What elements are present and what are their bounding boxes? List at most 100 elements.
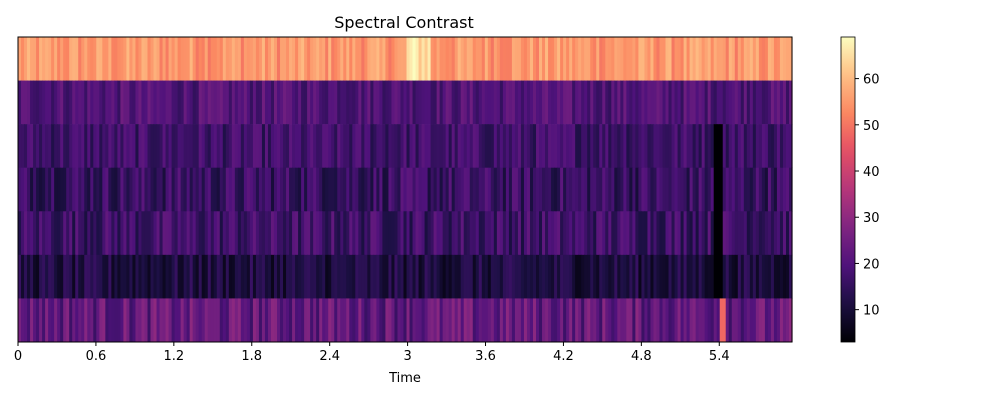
heatmap-cell [337, 254, 341, 299]
heatmap-cell [18, 124, 22, 169]
heatmap-cell [406, 124, 411, 169]
heatmap-cell [563, 124, 567, 169]
heatmap-cell [542, 37, 546, 81]
heatmap-cell [195, 124, 200, 169]
heatmap-cell [629, 254, 633, 299]
heatmap-cell [307, 37, 311, 81]
heatmap-cell [346, 167, 350, 212]
heatmap-cell [316, 254, 320, 299]
heatmap-cell [388, 124, 393, 169]
heatmap-cell [349, 124, 353, 169]
heatmap-cell [234, 80, 239, 125]
heatmap-cell [117, 254, 121, 299]
heatmap-cell [493, 298, 498, 343]
heatmap-cell [18, 167, 22, 212]
heatmap-cell [569, 80, 573, 125]
heatmap-cell [548, 167, 552, 212]
heatmap-cell [734, 37, 739, 81]
heatmap-cell [686, 211, 691, 256]
heatmap-cell [192, 124, 197, 169]
heatmap-cell [105, 254, 109, 299]
heatmap-cell [517, 124, 522, 169]
heatmap-cell [692, 167, 697, 212]
heatmap-cell [590, 167, 594, 212]
heatmap-cell [707, 167, 712, 212]
heatmap-cell [123, 298, 128, 343]
heatmap-cell [48, 211, 52, 256]
heatmap-cell [620, 37, 624, 81]
heatmap-cell [286, 211, 290, 256]
heatmap-cell [611, 211, 615, 256]
heatmap-cell [511, 37, 516, 81]
heatmap-cell [463, 167, 468, 212]
heatmap-cell [442, 124, 447, 169]
heatmap-cell [424, 80, 429, 125]
heatmap-cell [623, 124, 627, 169]
heatmap-cell [75, 254, 79, 299]
heatmap-cell [433, 37, 438, 81]
heatmap-cell [310, 37, 314, 81]
heatmap-cell [45, 211, 49, 256]
heatmap-cell [439, 211, 444, 256]
heatmap-cell [90, 298, 94, 343]
heatmap-cell [400, 298, 405, 343]
heatmap-cell [60, 298, 64, 343]
heatmap-cell [620, 124, 624, 169]
heatmap-cell [27, 298, 31, 343]
heatmap-cell [755, 211, 760, 256]
heatmap-cell [454, 37, 459, 81]
heatmap-cell [102, 37, 106, 81]
heatmap-cell [120, 211, 125, 256]
heatmap-cell [177, 254, 182, 299]
heatmap-cell [542, 298, 546, 343]
heatmap-cell [189, 37, 194, 81]
heatmap-cell [171, 37, 176, 81]
heatmap-cell [677, 37, 682, 81]
heatmap-cell [210, 124, 215, 169]
heatmap-cell [785, 211, 790, 256]
heatmap-cell [701, 254, 706, 299]
heatmap-cell [60, 254, 64, 299]
heatmap-cell [33, 167, 37, 212]
heatmap-cell [707, 37, 712, 81]
heatmap-cell [123, 124, 128, 169]
heatmap-cell [231, 167, 236, 212]
heatmap-cell [373, 298, 377, 343]
heatmap-cell [63, 298, 67, 343]
heatmap-cell [298, 80, 302, 125]
heatmap-cell [382, 298, 387, 343]
heatmap-cell [394, 298, 399, 343]
heatmap-cell [478, 254, 483, 299]
heatmap-cell [563, 37, 567, 81]
heatmap-cell [767, 167, 772, 212]
heatmap-cell [373, 80, 377, 125]
heatmap-cell [397, 80, 402, 125]
heatmap-cell [135, 167, 140, 212]
heatmap-cell [219, 80, 224, 125]
heatmap-cell [51, 80, 55, 125]
heatmap-cell [403, 124, 408, 169]
heatmap-cell [782, 254, 787, 299]
heatmap-cell [608, 37, 612, 81]
heatmap-cell [493, 37, 498, 81]
heatmap-cell [195, 254, 200, 299]
heatmap-cell [337, 80, 341, 125]
heatmap-cell [75, 37, 79, 81]
heatmap-cell [343, 298, 347, 343]
heatmap-cell [132, 80, 137, 125]
heatmap-cell [635, 167, 639, 212]
heatmap-cell [165, 254, 170, 299]
x-tick-label: 1.8 [241, 349, 262, 364]
heatmap-cell [39, 80, 43, 125]
heatmap-cell [578, 167, 582, 212]
heatmap-cell [204, 124, 209, 169]
heatmap-cell [24, 80, 28, 125]
heatmap-cell [605, 298, 609, 343]
heatmap-cell [45, 254, 49, 299]
heatmap-cell [548, 254, 552, 299]
heatmap-cell [159, 211, 164, 256]
heatmap-cell [186, 254, 191, 299]
heatmap-cell [418, 80, 423, 125]
heatmap-cell [261, 211, 266, 256]
